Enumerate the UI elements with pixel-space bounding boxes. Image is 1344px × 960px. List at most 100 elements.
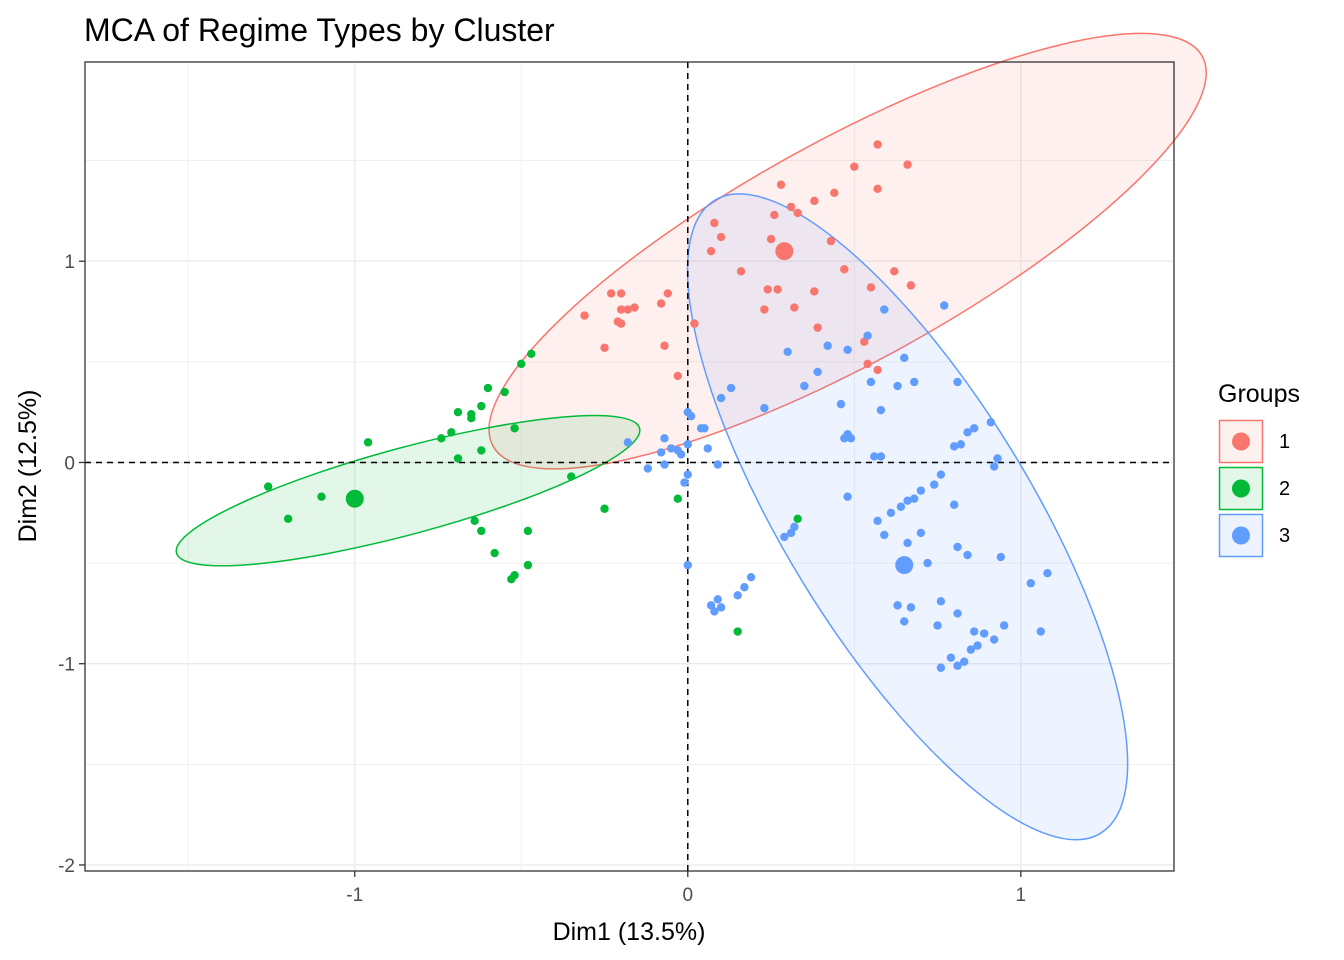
data-point-group-3 [953,609,962,618]
data-point-group-3 [893,381,902,391]
data-point-group-3 [873,516,882,526]
data-point-group-3 [900,617,909,626]
data-point-group-2 [523,560,533,570]
data-point-group-1 [813,323,822,332]
data-point-group-3 [866,377,876,387]
data-point-group-2 [490,548,499,558]
data-point-group-2 [477,526,486,536]
y-axis-tick-label: 0 [64,453,75,474]
data-point-group-3 [716,393,726,403]
data-point-group-3 [843,345,852,354]
data-point-group-3 [999,621,1009,630]
plot-border [84,61,1175,872]
data-point-group-1 [810,196,819,206]
data-point-group-1 [863,359,872,369]
data-point-group-3 [713,595,722,604]
data-point-group-3 [863,331,872,340]
data-point-group-1 [600,343,609,352]
data-point-group-2 [477,446,486,455]
data-point-group-2 [673,494,682,503]
data-point-group-3 [989,635,999,644]
data-point-group-3 [993,454,1002,463]
data-point-group-3 [996,552,1006,562]
data-point-group-1 [763,285,772,294]
data-point-group-3 [1036,627,1045,636]
data-point-group-3 [800,381,809,391]
data-point-group-1 [766,234,776,244]
data-point-group-3 [900,353,909,363]
data-point-group-3 [936,663,946,672]
data-point-group-3 [706,601,716,610]
data-point-group-2 [510,424,519,433]
centroid-group-2 [345,489,364,508]
data-point-group-1 [580,311,589,320]
data-point-group-2 [437,434,446,443]
data-point-group-3 [989,462,999,471]
data-point-group-3 [716,603,726,612]
data-point-group-1 [606,289,616,298]
data-point-group-3 [733,591,742,600]
data-point-group-3 [910,494,919,503]
data-point-group-2 [600,504,609,513]
data-point-group-3 [950,500,959,509]
data-point-group-1 [873,140,882,149]
data-point-group-3 [896,502,906,511]
data-point-group-1 [673,371,682,381]
data-point-group-2 [507,574,516,584]
data-point-group-3 [740,583,749,592]
data-point-group-2 [263,482,273,491]
data-point-group-3 [656,448,666,457]
axis-ticks: -1 0 1 -2 -1 0 1 [58,252,1026,906]
data-point-group-3 [703,444,712,453]
data-point-group-2 [317,492,326,501]
data-point-group-1 [776,180,786,189]
data-point-group-3 [959,657,969,666]
legend-label-group-3: 3 [1279,525,1290,547]
data-point-group-3 [953,377,962,387]
data-point-group-3 [836,399,846,409]
data-point-group-1 [873,365,882,375]
confidence-ellipse-group-3 [686,193,1129,841]
data-point-group-1 [890,267,899,276]
data-point-group-1 [786,202,796,212]
data-points [263,140,1052,672]
data-point-group-1 [826,236,836,246]
data-point-group-3 [886,508,896,517]
data-point-group-3 [933,621,942,630]
data-point-group-3 [953,542,962,552]
data-point-group-3 [823,341,832,350]
data-point-group-3 [660,434,669,443]
data-point-group-1 [623,305,633,314]
legend-marker-group-2 [1232,479,1250,498]
chart-title: MCA of Regime Types by Cluster [84,12,555,48]
data-point-group-3 [966,645,976,654]
data-point-group-1 [616,289,626,298]
confidence-ellipse-group-2 [175,414,641,567]
data-point-group-3 [696,424,706,433]
data-point-group-1 [770,210,779,220]
data-point-group-2 [447,428,456,437]
data-point-group-3 [683,440,692,449]
data-point-group-3 [969,627,979,636]
data-point-group-2 [527,349,536,359]
data-point-group-1 [790,303,799,312]
data-point-group-3 [956,440,966,449]
data-point-group-1 [903,160,912,169]
group-centroids [345,242,914,575]
data-point-group-3 [876,405,886,415]
legend-items: 1 2 3 [1218,419,1290,558]
legend: Groups 1 2 3 [1218,380,1300,558]
data-point-group-1 [663,289,672,298]
data-point-group-3 [813,367,822,377]
centroid-group-3 [895,556,914,575]
data-point-group-3 [880,530,889,540]
data-point-group-3 [979,629,989,638]
data-point-group-3 [950,442,959,451]
data-point-group-3 [969,424,979,433]
data-point-group-1 [760,305,769,314]
data-point-group-2 [793,514,802,524]
data-point-group-2 [567,472,576,481]
data-point-group-1 [616,305,626,314]
